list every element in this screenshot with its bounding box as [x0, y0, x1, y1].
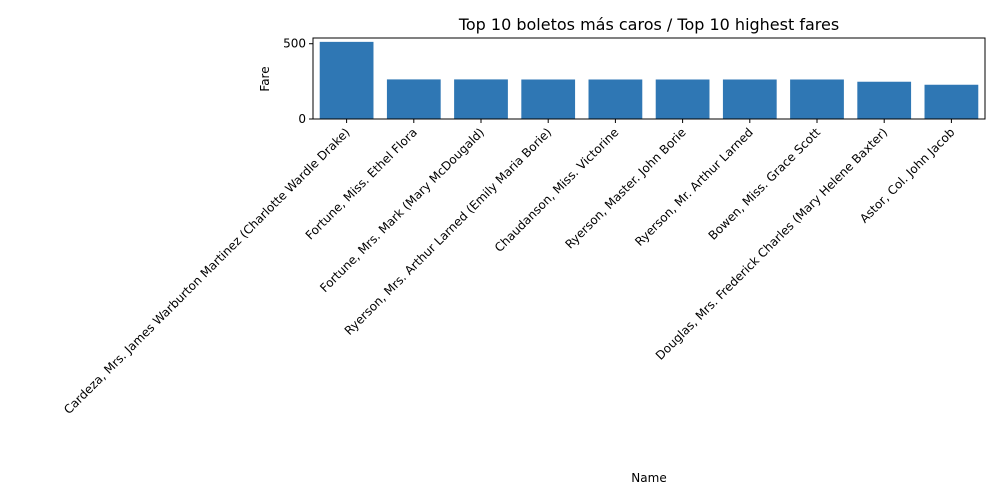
bar-2 [386, 79, 441, 119]
x-tick-label: Ryerson, Master. John Borie [562, 125, 688, 251]
bar-9 [857, 81, 912, 119]
plot-frame [312, 37, 986, 120]
bar-5 [588, 79, 643, 119]
y-axis-label: Fare [258, 66, 272, 91]
bar-3 [454, 79, 508, 119]
x-axis-ticks: Cardeza, Mrs. James Warburton Martinez (… [61, 119, 958, 417]
y-tick-label: 0 [298, 112, 306, 126]
bar-4 [521, 79, 576, 119]
x-tick-label: Fortune, Miss. Ethel Flora [303, 125, 420, 242]
y-axis-ticks: 0 500 [283, 37, 313, 126]
bars-group [319, 41, 979, 119]
bar-7 [722, 79, 777, 119]
x-tick-label: Chaudanson, Miss. Victorine [492, 125, 622, 255]
bar-10 [924, 84, 979, 119]
bar-6 [655, 79, 710, 119]
x-tick-label: Ryerson, Mr. Arthur Larned [632, 125, 756, 249]
y-tick-label: 500 [283, 37, 306, 51]
x-axis-label: Name [631, 471, 666, 485]
x-tick-label: Bowen, Miss. Grace Scott [706, 125, 824, 243]
x-tick-label: Douglas, Mrs. Frederick Charles (Mary He… [653, 125, 890, 362]
bar-8 [790, 79, 844, 119]
bar-1 [319, 41, 374, 119]
chart-title: Top 10 boletos más caros / Top 10 highes… [458, 15, 839, 34]
x-tick-label: Cardeza, Mrs. James Warburton Martinez (… [61, 125, 353, 417]
